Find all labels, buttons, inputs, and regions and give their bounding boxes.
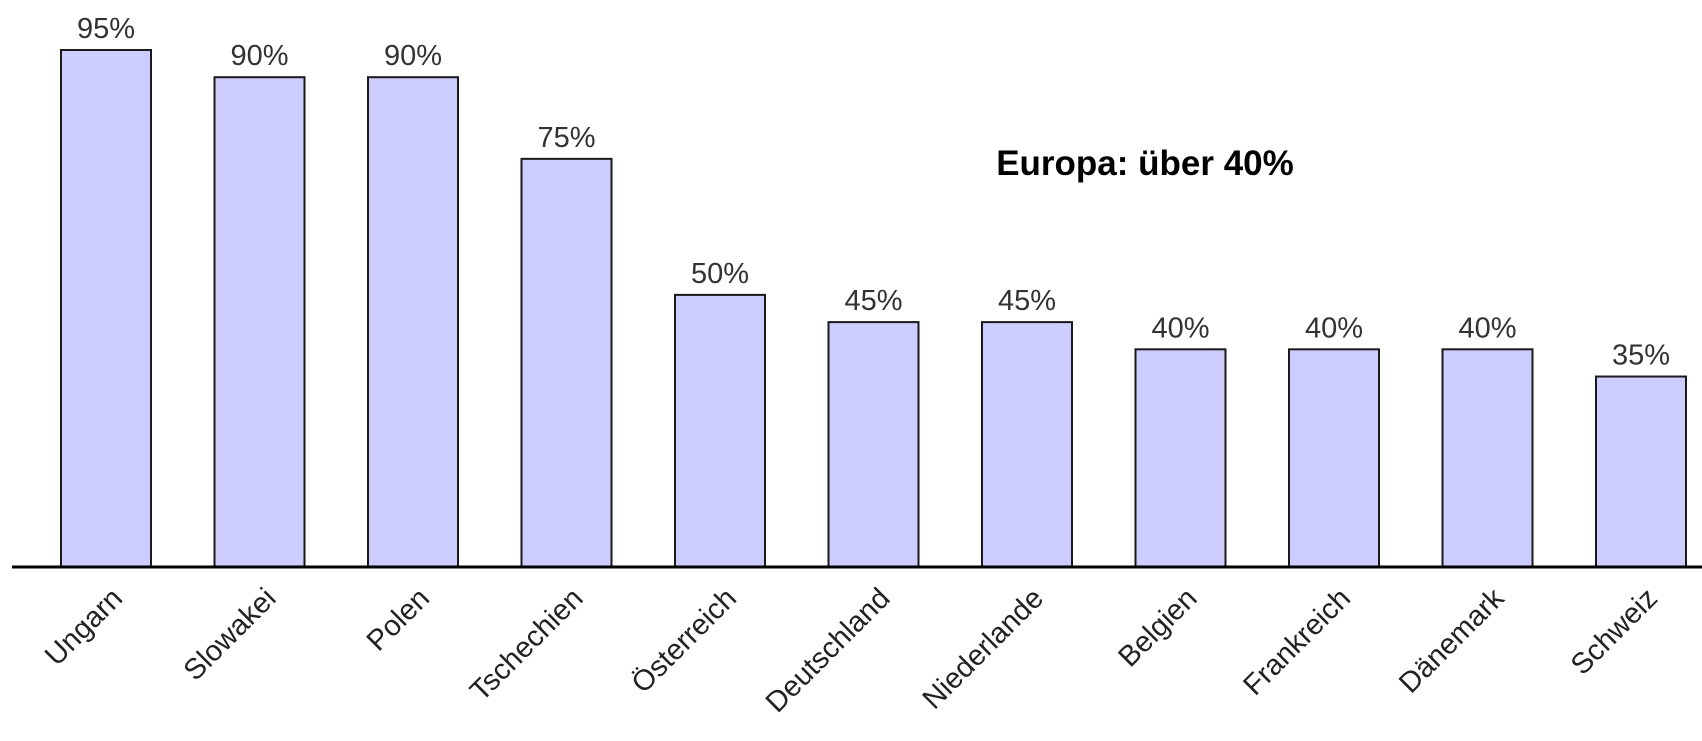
bar-0 [60, 49, 152, 568]
x-tick-label-5: Deutschland [760, 582, 897, 719]
x-tick-label-7: Belgien [1112, 582, 1203, 673]
x-tick-label-9: Dänemark [1393, 582, 1511, 700]
bar-7 [1134, 348, 1227, 568]
value-label-0: 95% [77, 13, 135, 45]
value-label-8: 40% [1305, 312, 1363, 344]
bar-6 [981, 321, 1073, 568]
bar-10 [1595, 375, 1687, 568]
value-label-5: 45% [844, 285, 902, 317]
x-tick-labels-group: Ungarn Slowakei Polen Tschechien Österreich D… [39, 582, 1664, 719]
x-tick-label-8: Frankreich [1237, 582, 1357, 702]
bar-8 [1288, 348, 1380, 568]
bar-1 [213, 76, 306, 568]
bar-5 [827, 321, 920, 568]
value-label-10: 35% [1612, 340, 1670, 372]
bar-3 [520, 157, 613, 568]
value-label-7: 40% [1151, 312, 1209, 344]
bar-2 [367, 76, 459, 568]
bar-4 [674, 293, 766, 568]
x-tick-label-4: Österreich [626, 582, 743, 699]
value-label-4: 50% [691, 258, 749, 290]
bars-group [60, 49, 1687, 568]
value-labels-group: 95% 90% 90% 75% 50% 45% 45% 40% 40% 40% 35% [77, 13, 1670, 372]
value-label-6: 45% [998, 285, 1056, 317]
value-label-1: 90% [230, 40, 288, 72]
x-tick-label-1: Slowakei [178, 582, 283, 687]
x-tick-label-3: Tschechien [464, 582, 589, 707]
value-label-3: 75% [537, 122, 595, 154]
x-tick-label-6: Niederlande [917, 582, 1050, 715]
chart-annotation: Europa: über 40% [996, 144, 1294, 183]
x-tick-label-0: Ungarn [39, 582, 129, 672]
x-tick-label-2: Polen [361, 582, 436, 657]
value-label-9: 40% [1458, 312, 1516, 344]
value-label-2: 90% [384, 40, 442, 72]
x-tick-label-10: Schweiz [1565, 582, 1664, 681]
bar-9 [1441, 348, 1534, 568]
